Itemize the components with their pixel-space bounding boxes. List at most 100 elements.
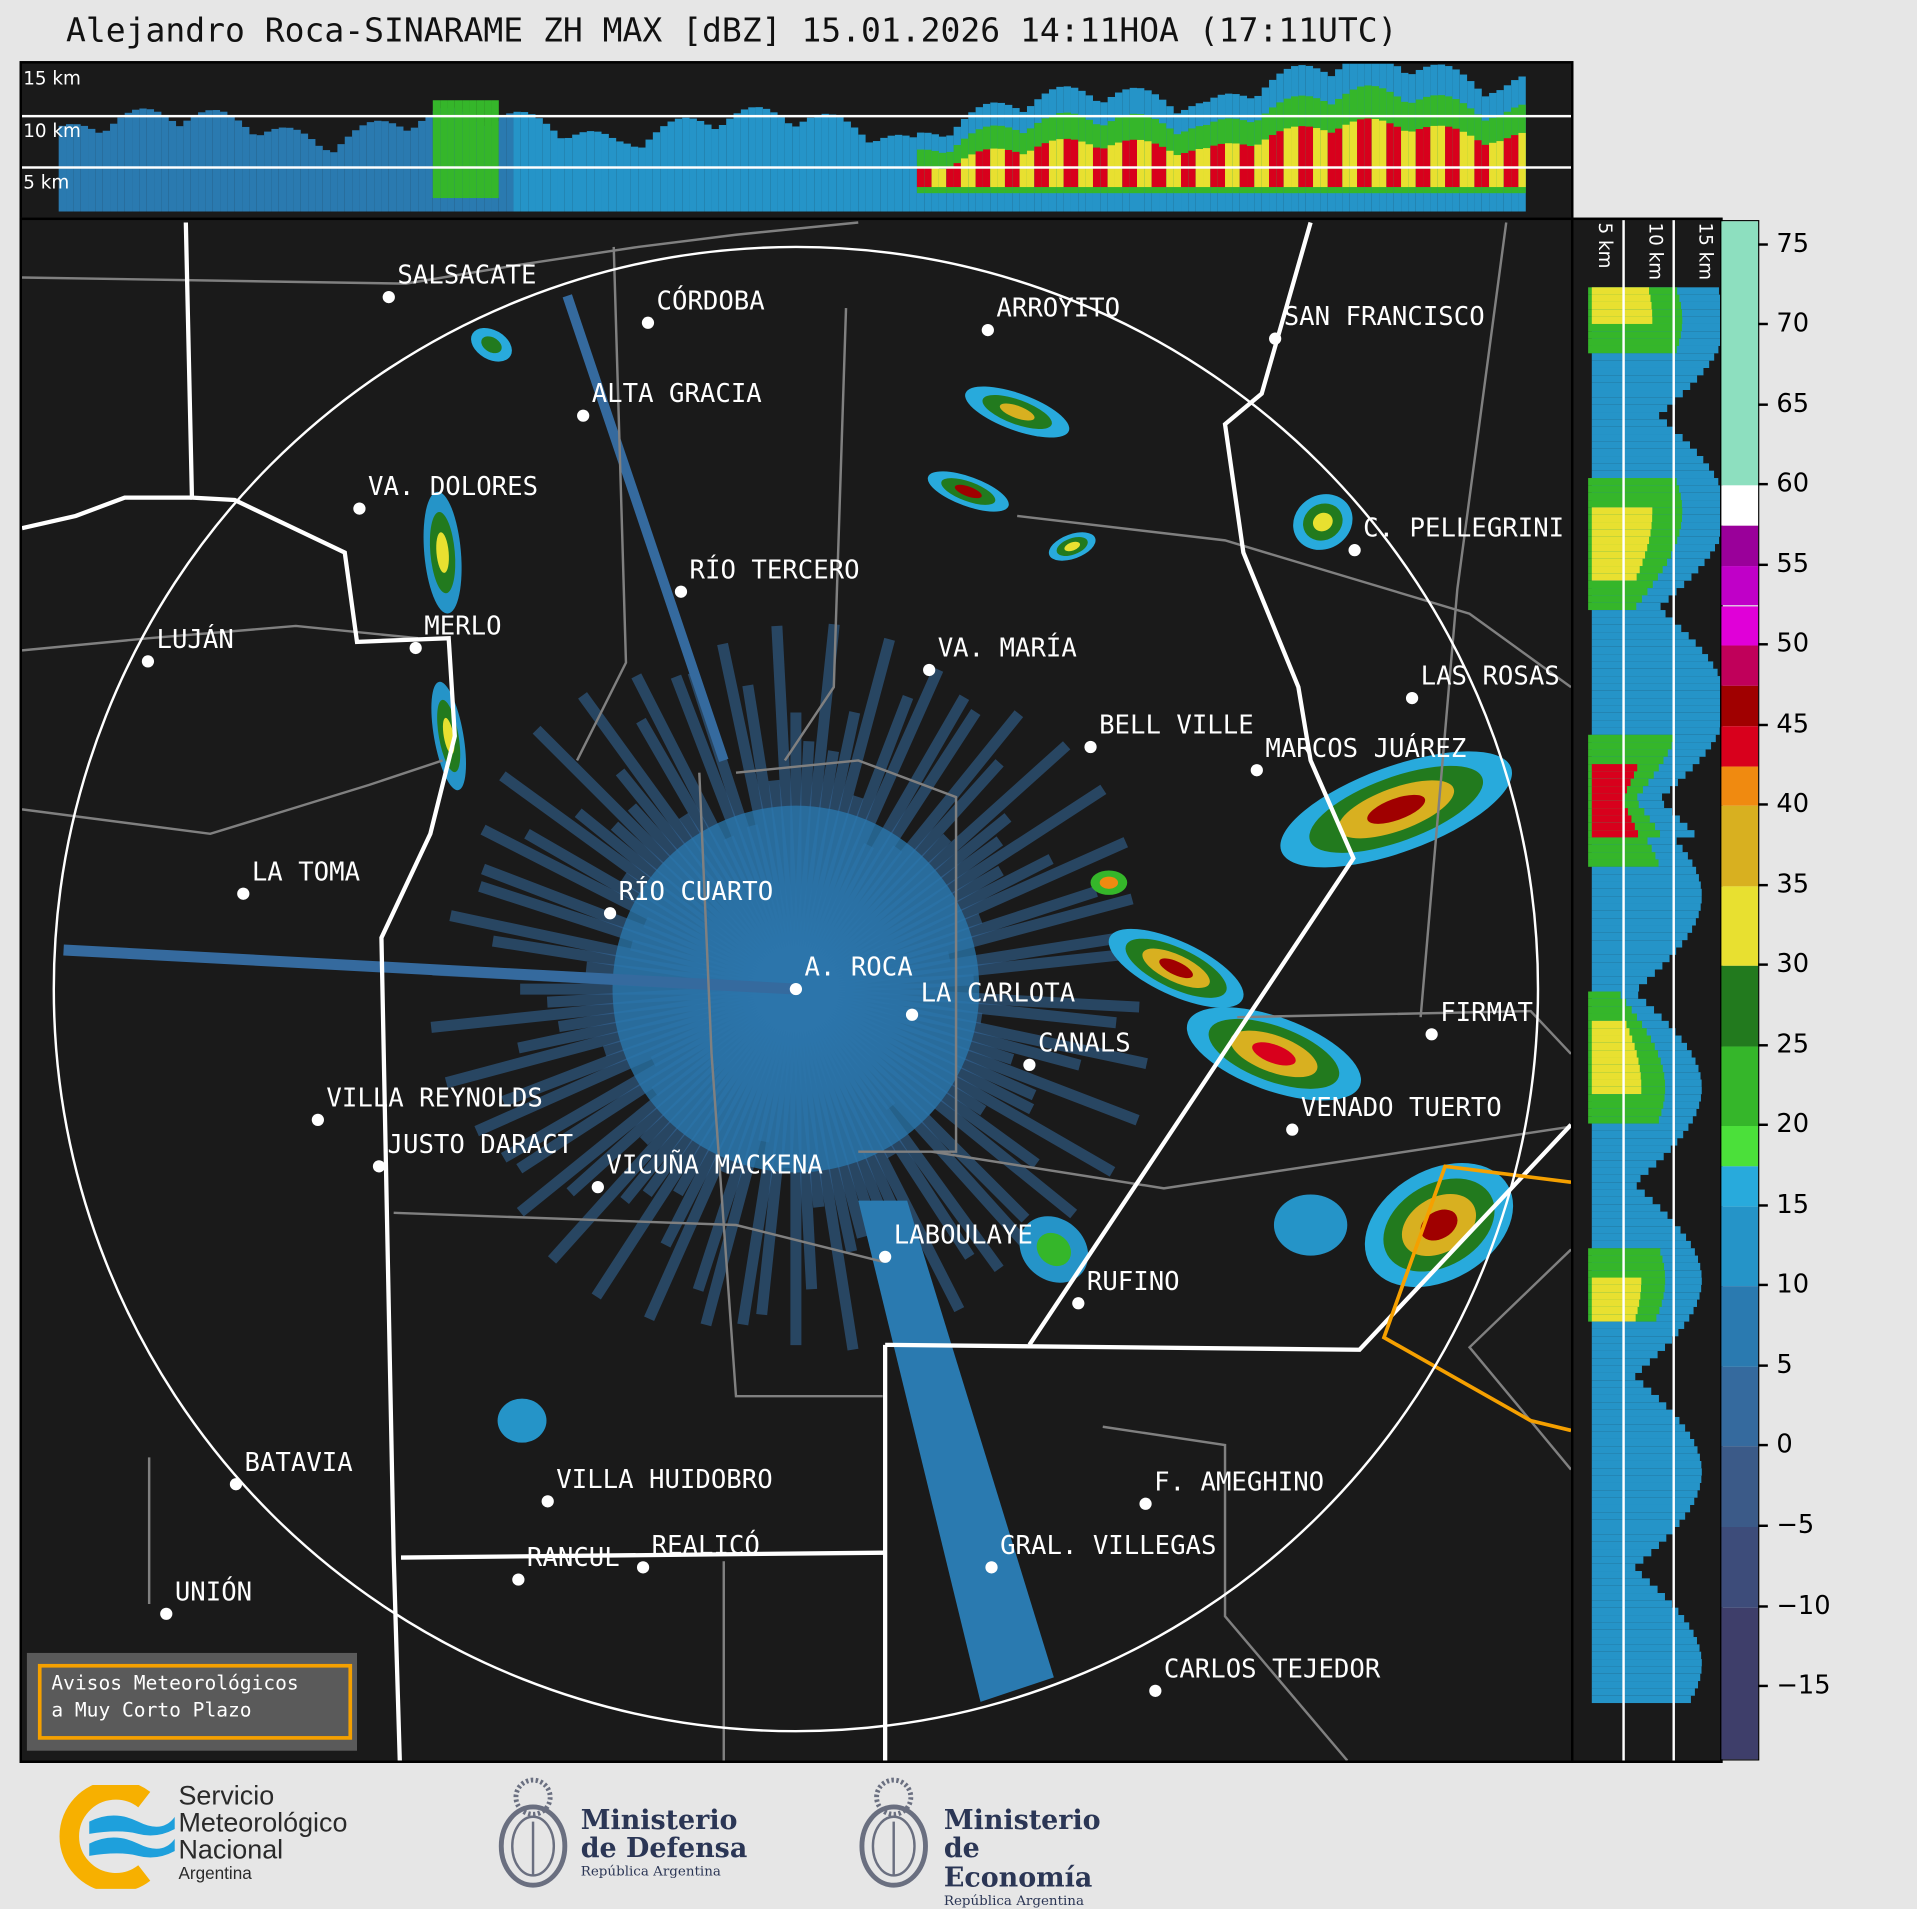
profile-row [1591, 1416, 1680, 1425]
profile-column [711, 129, 719, 212]
colorbar-band [1721, 565, 1759, 606]
profile-row [1588, 309, 1721, 317]
profile-row [1588, 991, 1639, 999]
profile-row [1591, 1350, 1658, 1359]
profile-column [1129, 87, 1137, 212]
profile-column [1291, 66, 1299, 212]
district-border [1237, 1009, 1572, 1055]
profile-row [1591, 1336, 1672, 1344]
profile-row [1588, 1035, 1682, 1043]
profile-column [418, 120, 426, 212]
profile-column [1136, 88, 1145, 212]
profile-row [1591, 962, 1663, 970]
profile-row [1591, 1152, 1664, 1161]
profile-column [931, 134, 939, 212]
colorbar-tick-label: −10 [1776, 1589, 1831, 1620]
profile-row [1588, 793, 1663, 801]
profile-row [1591, 1204, 1661, 1212]
profile-row [1591, 463, 1710, 471]
city-label: SAN FRANCISCO [1283, 301, 1485, 332]
profile-column [674, 118, 683, 212]
profile-row [1588, 734, 1716, 743]
profile-column [1195, 103, 1204, 212]
profile-row [1588, 478, 1719, 486]
colorbar [1720, 220, 1760, 1761]
warning-box[interactable]: Avisos Meteorológicos a Muy Corto Plazo [26, 1652, 357, 1751]
profile-column [645, 139, 653, 212]
profile-row [1591, 1394, 1659, 1403]
profile-row [1588, 1108, 1697, 1117]
profile-column [447, 100, 455, 212]
province-border [183, 222, 457, 1761]
profile-row [1591, 1431, 1691, 1439]
profile-row [1591, 441, 1690, 449]
colorbar-band [1721, 1286, 1759, 1367]
colorbar-band [1721, 1366, 1759, 1447]
map-canvas [22, 221, 1572, 1761]
profile-row [1591, 940, 1683, 948]
radar-map[interactable]: SALSACATE CÓRDOBA ARROYITO SAN FRANCISCO ALT… [19, 217, 1574, 1763]
profile-row [1591, 367, 1704, 376]
profile-row [1588, 522, 1721, 530]
city-marker [1405, 691, 1419, 705]
profile-column [990, 102, 998, 212]
city-label: CANALS [1037, 1028, 1131, 1058]
profile-row [1591, 1460, 1702, 1469]
profile-column [755, 107, 763, 212]
colorbar-band [1721, 221, 1759, 486]
profile-column [1459, 74, 1468, 212]
city-label: SALSACATE [397, 260, 537, 290]
profile-column [271, 128, 279, 212]
profile-row [1591, 1380, 1644, 1388]
city-label: CÓRDOBA [656, 286, 765, 316]
ministerio-economia-logo: Ministerio de Economía República Argenti… [856, 1773, 1125, 1908]
profile-row [1588, 1094, 1701, 1102]
profile-column [330, 152, 338, 212]
city-marker [141, 655, 155, 668]
profile-column [601, 133, 609, 212]
profile-column [1357, 63, 1365, 212]
profile-row [1591, 617, 1674, 625]
profile-row [1591, 426, 1675, 435]
profile-row [1588, 1262, 1701, 1271]
colorbar-tick-label: 50 [1776, 628, 1810, 659]
profile-row [1588, 1270, 1702, 1278]
profile-row [1588, 998, 1647, 1007]
city-marker [905, 1008, 919, 1021]
profile-column [1518, 76, 1526, 212]
colorbar-tick [1758, 1124, 1768, 1127]
profile-column [168, 120, 177, 212]
profile-row [1591, 1167, 1649, 1175]
profile-row [1591, 1189, 1645, 1197]
profile-row [1591, 1321, 1685, 1329]
storm-cell [1364, 1162, 1514, 1288]
city-label: VA. MARÍA [937, 633, 1077, 663]
colorbar-tick [1758, 963, 1768, 967]
storm-cell [471, 327, 512, 362]
city-label: LUJÁN [156, 624, 234, 655]
profile-column [1452, 69, 1460, 212]
city-marker [674, 585, 688, 598]
profile-column [1063, 86, 1071, 212]
profile-row [1591, 918, 1696, 926]
profile-column [1423, 66, 1431, 212]
colorbar-tick-label: 55 [1776, 548, 1810, 578]
profile-column [1437, 64, 1446, 212]
profile-column [1070, 87, 1079, 212]
smn-logo: Servicio Meteorológico Nacional Argentin… [59, 1782, 401, 1893]
profile-column [484, 100, 492, 212]
profile-column [1173, 113, 1182, 212]
profile-column [1254, 95, 1262, 212]
profile-column [469, 100, 477, 212]
radar-beam-spike [63, 944, 797, 995]
storm-cell [1048, 532, 1096, 561]
warning-line-2: a Muy Corto Plazo [51, 1698, 252, 1722]
profile-row [1591, 1549, 1652, 1557]
profile-column [740, 109, 749, 212]
profile-column [1122, 89, 1130, 212]
profile-row [1591, 1512, 1686, 1520]
colorbar-tick [1758, 883, 1768, 887]
city-marker [1250, 764, 1263, 777]
city-marker [160, 1607, 173, 1620]
profile-column [594, 131, 602, 212]
